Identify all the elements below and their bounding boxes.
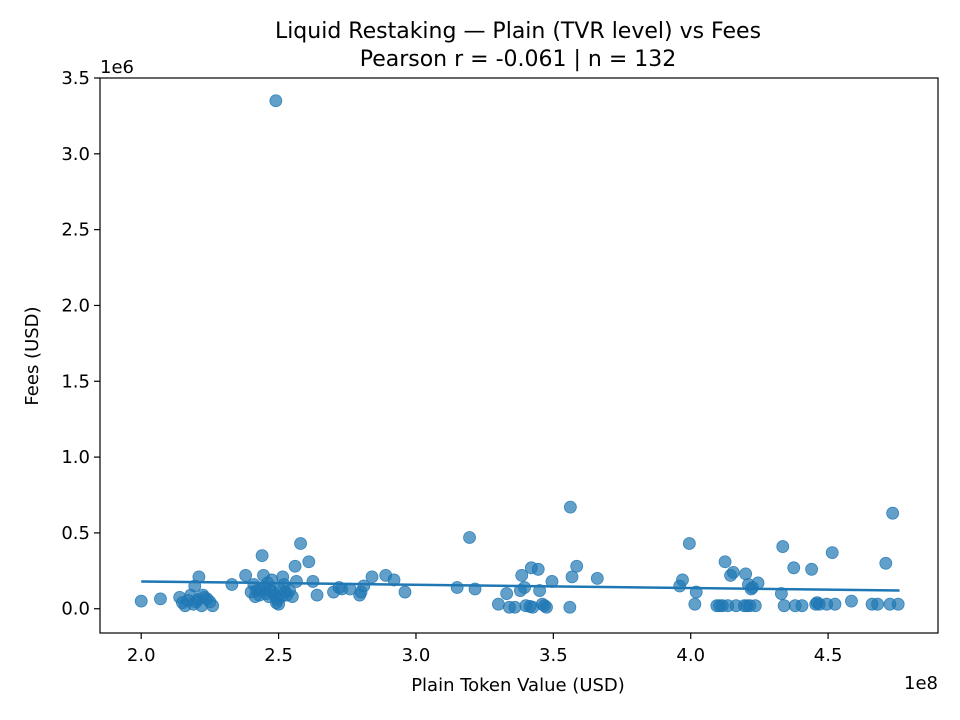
scatter-point xyxy=(206,599,220,613)
x-axis: 2.0 2.5 3.0 3.5 4.0 4.5 xyxy=(127,633,843,666)
x-tick-label: 4.5 xyxy=(814,645,843,666)
scatter-point xyxy=(225,578,239,591)
y-tick-label: 2.0 xyxy=(61,295,90,316)
scatter-point xyxy=(805,562,819,576)
scatter-point xyxy=(294,537,307,550)
y-tick-label: 3.5 xyxy=(61,68,90,89)
plot-frame xyxy=(99,77,939,634)
scatter-point xyxy=(450,581,464,594)
scatter-point xyxy=(726,565,740,579)
x-axis-label: Plain Token Value (USD) xyxy=(411,675,625,696)
scatter-point xyxy=(508,600,522,614)
scatter-point xyxy=(751,576,765,590)
scatter-point xyxy=(879,556,893,570)
scatter-point xyxy=(269,94,283,108)
y-tick-label: 3.0 xyxy=(61,144,90,165)
scatter-point xyxy=(306,575,320,588)
x-tick-label: 2.0 xyxy=(127,645,156,666)
x-tick-label: 3.0 xyxy=(402,645,431,666)
scatter-point xyxy=(787,561,801,575)
scatter-point xyxy=(491,597,505,611)
scatter-point xyxy=(463,531,476,544)
y-tick-label: 1.5 xyxy=(61,371,90,392)
scatter-point xyxy=(825,546,839,560)
scatter-point xyxy=(688,597,702,611)
scatter-point xyxy=(531,562,545,576)
y-tick-label: 0.0 xyxy=(61,599,90,620)
scatter-point xyxy=(302,555,316,569)
scatter-point xyxy=(154,592,167,606)
scatter-point xyxy=(828,597,842,611)
scatter-point xyxy=(570,559,584,573)
y-offset-label: 1e6 xyxy=(100,57,134,78)
chart-subtitle: Pearson r = -0.061 | n = 132 xyxy=(360,47,677,72)
scatter-point xyxy=(871,597,884,611)
scatter-point xyxy=(540,600,553,614)
x-tick-label: 4.0 xyxy=(676,645,705,666)
scatter-point xyxy=(776,540,790,553)
x-tick-label: 2.5 xyxy=(264,645,293,666)
trend-line xyxy=(141,580,900,592)
scatter-point xyxy=(290,575,303,588)
scatter-point xyxy=(795,599,809,613)
scatter-point xyxy=(239,568,253,582)
scatter-point xyxy=(845,594,858,608)
scatter-point xyxy=(886,506,900,520)
scatter-point xyxy=(777,599,791,613)
y-axis-label: Fees (USD) xyxy=(22,306,43,405)
scatter-point xyxy=(891,597,905,611)
scatter-point xyxy=(387,573,401,587)
plot-area xyxy=(99,77,939,634)
scatter-point xyxy=(285,590,299,604)
y-tick-label: 0.5 xyxy=(61,523,90,544)
scatter-point xyxy=(255,549,269,563)
y-tick-label: 1.0 xyxy=(61,447,90,468)
scatter-point xyxy=(563,600,577,614)
scatter-point xyxy=(682,537,696,550)
chart-title: Liquid Restaking — Plain (TVR level) vs … xyxy=(275,19,761,44)
y-axis: 0.0 0.5 1.0 1.5 2.0 2.5 3.0 3.5 xyxy=(61,68,100,620)
scatter-point xyxy=(288,559,302,573)
y-tick-label: 2.5 xyxy=(61,220,90,241)
scatter-point xyxy=(515,568,529,582)
scatter-point xyxy=(739,567,753,581)
scatter-point xyxy=(565,570,579,584)
scatter-point xyxy=(518,581,531,594)
scatter-point xyxy=(774,587,788,600)
scatter-point xyxy=(676,573,689,587)
scatter-point xyxy=(398,585,412,599)
x-tick-label: 3.5 xyxy=(539,645,568,666)
scatter-point xyxy=(748,599,762,613)
x-offset-label: 1e8 xyxy=(904,673,938,694)
scatter-point xyxy=(533,584,547,597)
scatter-point xyxy=(500,587,514,600)
scatter-point xyxy=(310,588,324,602)
scatter-point xyxy=(590,572,604,585)
scatter-point xyxy=(134,594,148,608)
scatter-point xyxy=(718,555,732,569)
scatter-point xyxy=(365,570,379,584)
scatter-point xyxy=(563,500,577,514)
